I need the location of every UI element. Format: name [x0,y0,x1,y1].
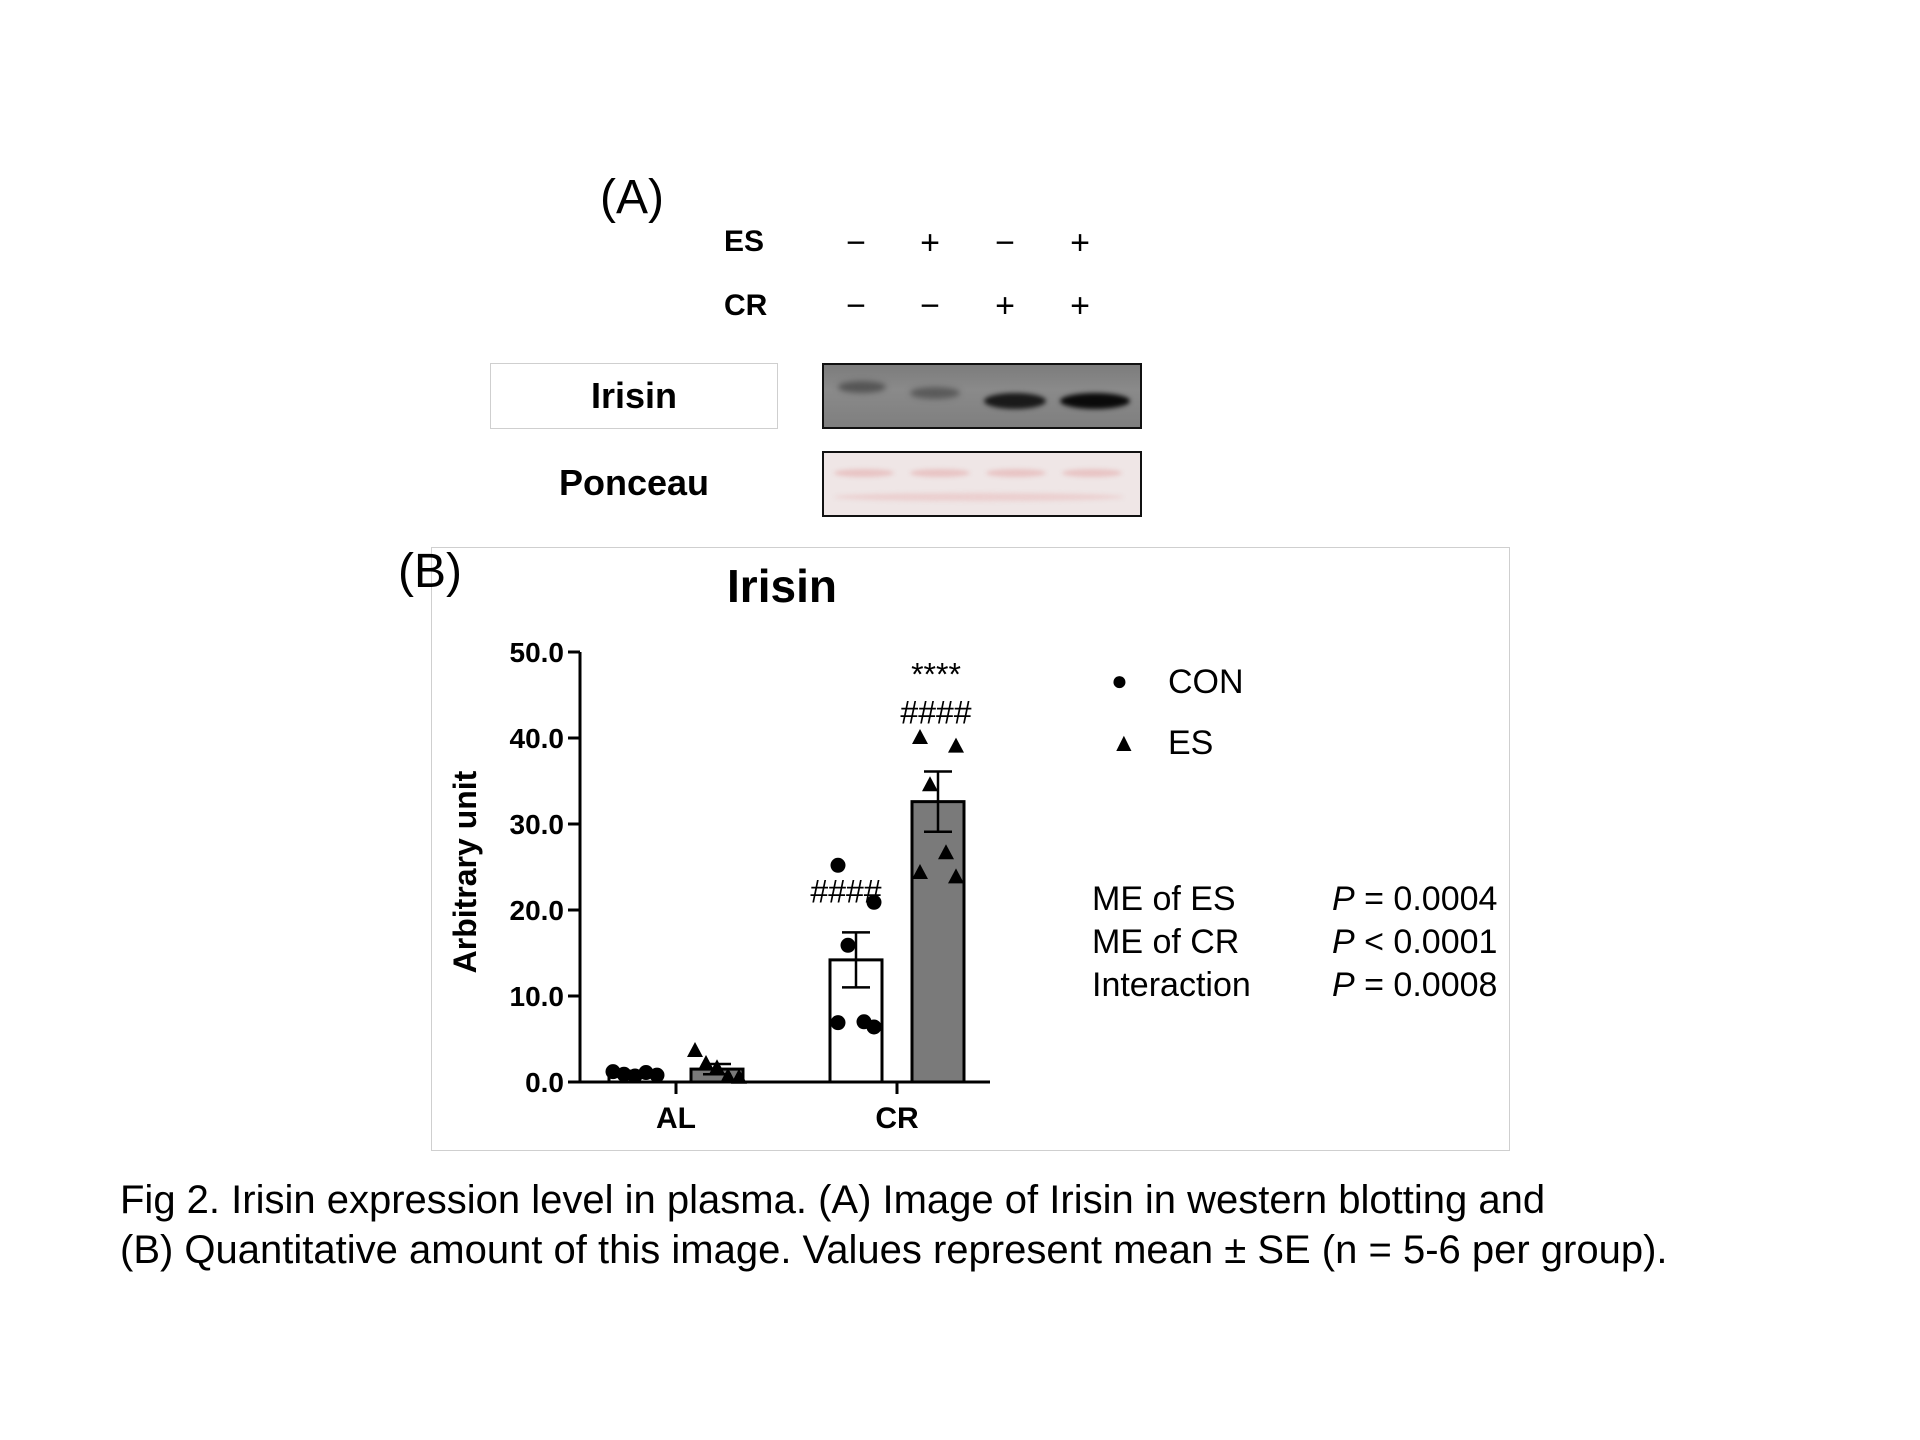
condition-label-es: ES [724,225,765,258]
es-sign-lane-3: − [995,224,1015,262]
irisin-western-blot-image [822,363,1142,429]
irisin-band-lane-1 [838,381,886,393]
x-tick-label: CR [875,1102,919,1135]
ponceau-lower-band [834,493,1124,501]
legend-symbol-es: ▲ [1111,727,1137,757]
bar-es-cr [910,800,966,1084]
y-tick-label: 20.0 [510,895,565,926]
cr-sign-lane-4: + [1070,287,1090,325]
irisin-blot-label-box: Irisin [490,363,778,429]
y-axis-label: Arbitrary unit [447,770,483,973]
stat-p-value: = 0.0004 [1354,880,1498,918]
stat-p-value: = 0.0008 [1354,966,1498,1004]
significance-annotation-group: ########**** [810,656,971,909]
data-point-con [830,857,846,873]
cr-sign-lane-3: + [995,287,1015,325]
legend-label-con: CON [1168,663,1244,701]
data-point-es [731,1068,747,1084]
stat-p-interaction: P = 0.0008 [1332,966,1497,1005]
y-tick-label: 30.0 [510,809,565,840]
legend-symbol-con: ● [1111,665,1128,696]
data-point-es [720,1067,736,1083]
stat-p-symbol: P [1332,880,1355,918]
stat-p-symbol: P [1332,923,1355,961]
data-point-es [709,1059,725,1075]
panel-b-label: (B) [398,545,462,598]
ponceau-blot-label: Ponceau [558,462,710,503]
cr-sign-lane-1: − [846,287,866,325]
figure-caption-line-1: Fig 2. Irisin expression level in plasma… [120,1178,1546,1222]
data-point-es [687,1042,703,1058]
data-point-es [912,729,928,744]
ponceau-band-lane-3 [986,469,1046,477]
stat-name-interaction: Interaction [1092,966,1251,1004]
legend-label-es: ES [1168,724,1214,762]
data-point-es [948,868,964,884]
y-tick-label: 0.0 [525,1067,564,1098]
ponceau-band-lane-2 [910,469,970,477]
irisin-band-lane-3 [984,393,1046,409]
irisin-blot-label: Irisin [590,375,678,416]
data-point-es [912,864,928,880]
stat-name-me-cr: ME of CR [1092,923,1240,961]
panel-a-label: (A) [600,171,664,224]
data-point-con [866,1019,882,1035]
data-point-con [830,1015,846,1031]
y-tick-label: 50.0 [510,637,565,668]
data-point-group [605,729,964,1084]
data-point-con [616,1066,632,1082]
data-point-con [840,937,856,953]
stat-p-me-es: P = 0.0004 [1332,880,1497,919]
figure-caption-line-2: (B) Quantitative amount of this image. V… [120,1228,1668,1272]
data-point-con [866,894,882,910]
y-tick-group: 0.0 10.0 20.0 30.0 40.0 50.0 [510,637,580,1098]
y-tick-label: 40.0 [510,723,565,754]
x-tick-group: AL CR [656,1082,919,1135]
stat-p-value: < 0.0001 [1354,923,1498,961]
panel-b-frame [431,547,1510,1151]
error-bar-group [621,770,952,1078]
es-sign-lane-1: − [846,224,866,262]
significance-hashes: #### [900,694,971,730]
stat-p-symbol: P [1332,966,1355,1004]
es-sign-lane-2: + [920,224,940,262]
chart-title: Irisin [727,560,837,612]
condition-label-cr: CR [724,289,768,322]
y-tick-label: 10.0 [510,981,565,1012]
irisin-band-lane-2 [910,387,960,399]
ponceau-stain-image [822,451,1142,517]
bar-group [607,800,966,1084]
ponceau-band-lane-4 [1062,469,1122,477]
es-sign-lane-4: + [1070,224,1090,262]
x-tick-label: AL [656,1102,696,1135]
significance-stars: **** [911,656,961,692]
significance-hashes: #### [810,873,881,909]
data-point-es [698,1054,714,1070]
stat-p-me-cr: P < 0.0001 [1332,923,1497,962]
ponceau-band-lane-1 [834,469,894,477]
data-point-es [922,776,938,792]
cr-sign-lane-2: − [920,287,940,325]
data-point-es [948,737,964,753]
stat-name-me-es: ME of ES [1092,880,1236,918]
irisin-band-lane-4 [1060,393,1130,409]
data-point-con [649,1067,665,1083]
data-point-es [938,844,954,860]
